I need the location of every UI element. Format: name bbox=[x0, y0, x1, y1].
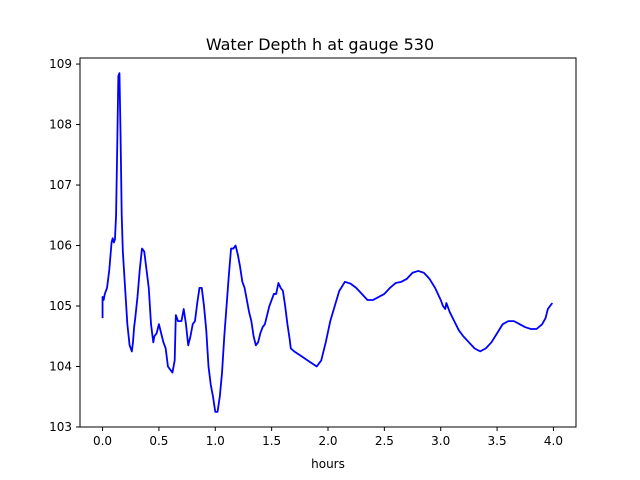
x-tick-label: 2.5 bbox=[375, 434, 394, 448]
plot-area bbox=[79, 57, 577, 428]
series-line-0 bbox=[101, 72, 554, 413]
x-tick-label: 3.5 bbox=[488, 434, 507, 448]
x-tick-label: 2.0 bbox=[318, 434, 337, 448]
x-axis-ticks: 0.0 0.5 1.0 1.5 2.0 2.5 3.0 3.5 4.0 bbox=[93, 427, 563, 448]
chart-title: Water Depth h at gauge 530 bbox=[206, 35, 434, 54]
y-tick-label: 106 bbox=[49, 239, 72, 253]
y-tick-label: 105 bbox=[49, 299, 72, 313]
x-axis-label: hours bbox=[311, 457, 345, 471]
y-tick-label: 109 bbox=[49, 57, 72, 71]
y-tick-label: 103 bbox=[49, 420, 72, 434]
series-layer bbox=[101, 72, 554, 413]
x-tick-label: 0.5 bbox=[149, 434, 168, 448]
y-tick-label: 108 bbox=[49, 118, 72, 132]
x-tick-label: 3.0 bbox=[431, 434, 450, 448]
x-tick-label: 1.0 bbox=[206, 434, 225, 448]
y-tick-label: 104 bbox=[49, 360, 72, 374]
x-tick-label: 4.0 bbox=[544, 434, 563, 448]
x-tick-label: 0.0 bbox=[93, 434, 112, 448]
y-tick-label: 107 bbox=[49, 178, 72, 192]
y-axis-ticks: 103 104 105 106 107 108 109 bbox=[49, 57, 80, 434]
x-tick-label: 1.5 bbox=[262, 434, 281, 448]
